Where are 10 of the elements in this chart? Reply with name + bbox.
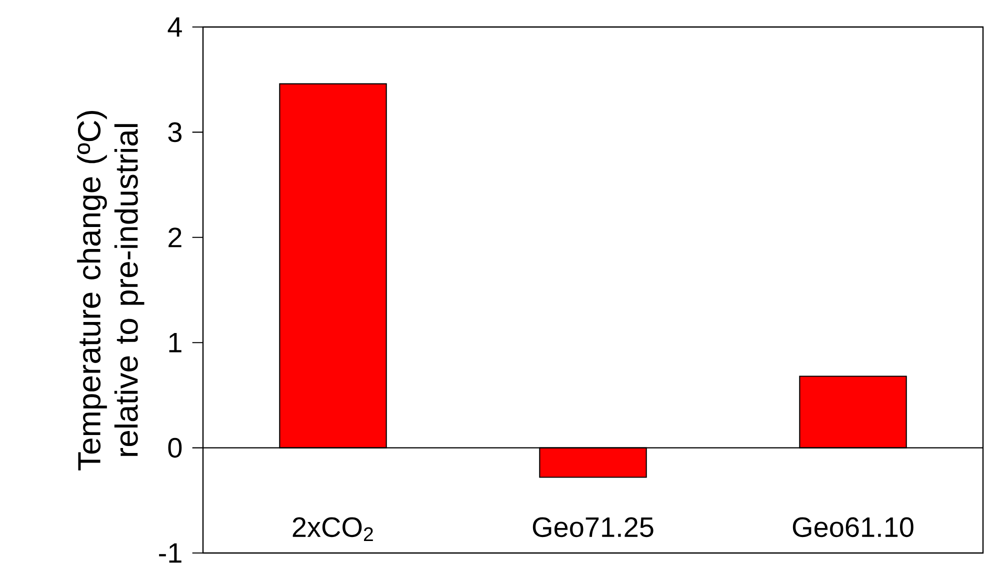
y-tick-label: 0 <box>168 438 182 458</box>
y-tick-label: 4 <box>168 17 182 37</box>
y-axis-title: Temperature change (ºC) relative to pre-industrial <box>77 111 144 470</box>
x-tick-label: Geo71.25 <box>532 517 654 538</box>
y-tick-label: 3 <box>168 122 182 142</box>
x-tick-label: Geo61.10 <box>792 517 914 538</box>
y-tick-label: -1 <box>159 543 182 563</box>
y-tick-label: 2 <box>168 228 182 248</box>
y-tick-label: 1 <box>169 332 182 352</box>
x-tick-label: 2xCO$_{2}$ <box>292 517 373 541</box>
